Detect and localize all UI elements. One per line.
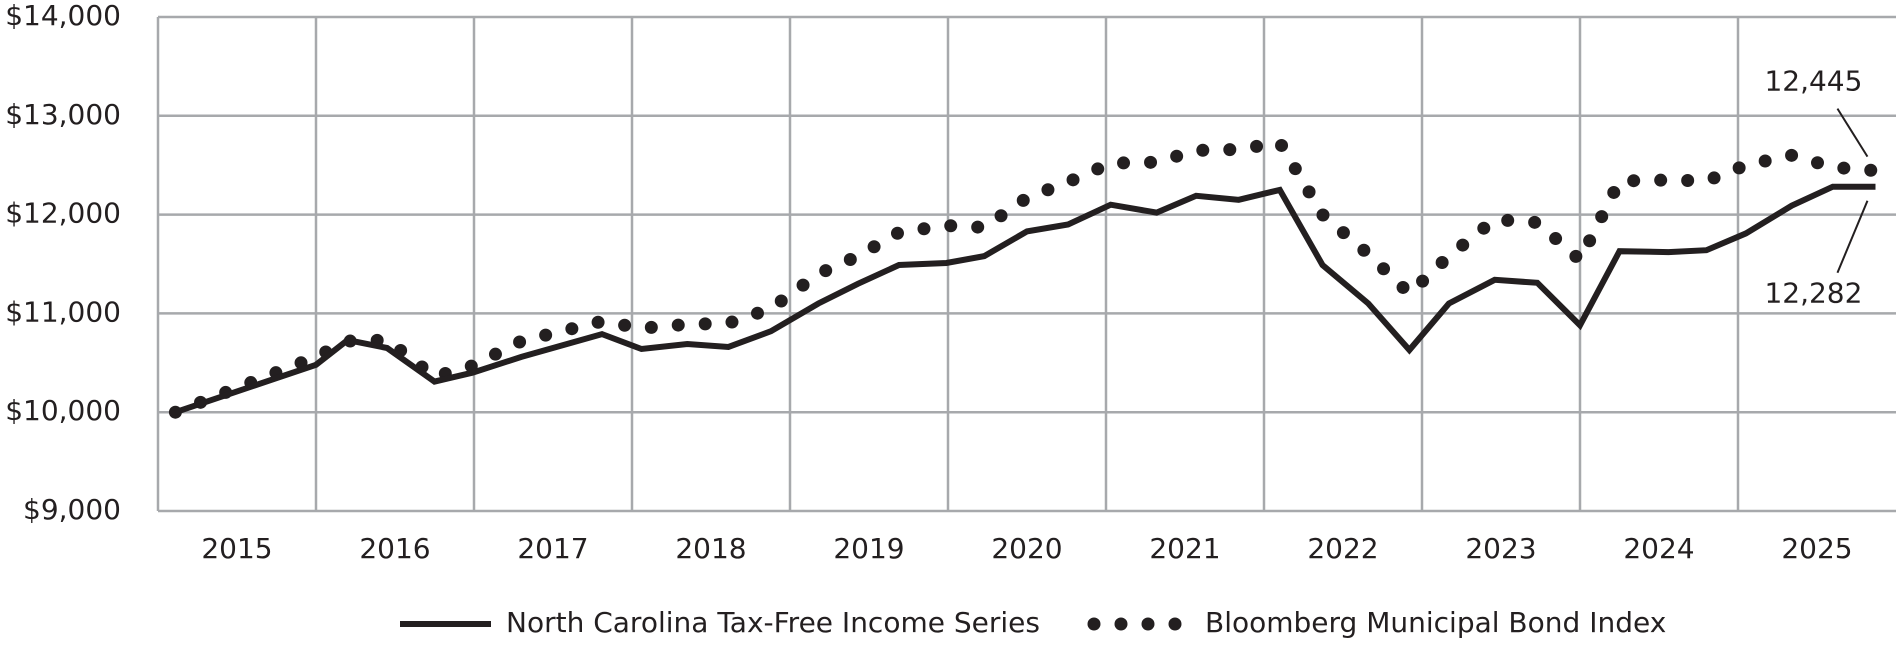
x-tick-label: 2015 — [201, 532, 272, 565]
y-tick-label: $9,000 — [23, 493, 121, 526]
x-tick-label: 2017 — [517, 532, 588, 565]
x-tick-label: 2025 — [1781, 532, 1852, 565]
x-tick-label: 2016 — [359, 532, 430, 565]
y-tick-label: $12,000 — [5, 197, 121, 230]
x-tick-label: 2019 — [833, 532, 904, 565]
y-tick-label: $13,000 — [5, 98, 121, 131]
series-line — [168, 135, 1882, 419]
value-label: 12,282 — [1764, 277, 1862, 310]
legend-label: Bloomberg Municipal Bond Index — [1205, 606, 1666, 639]
x-tick-label: 2020 — [991, 532, 1062, 565]
leader-line — [1836, 108, 1869, 158]
legend-label: North Carolina Tax-Free Income Series — [506, 606, 1040, 639]
x-tick-label: 2024 — [1623, 532, 1694, 565]
series-line — [174, 183, 1876, 416]
x-tick-label: 2023 — [1465, 532, 1536, 565]
x-tick-label: 2018 — [675, 532, 746, 565]
y-tick-label: $10,000 — [5, 394, 121, 427]
y-tick-label: $11,000 — [5, 295, 121, 328]
value-label: 12,445 — [1764, 65, 1862, 98]
x-tick-label: 2021 — [1149, 532, 1220, 565]
y-tick-label: $14,000 — [5, 0, 121, 32]
x-tick-label: 2022 — [1307, 532, 1378, 565]
leader-line — [1836, 200, 1869, 274]
